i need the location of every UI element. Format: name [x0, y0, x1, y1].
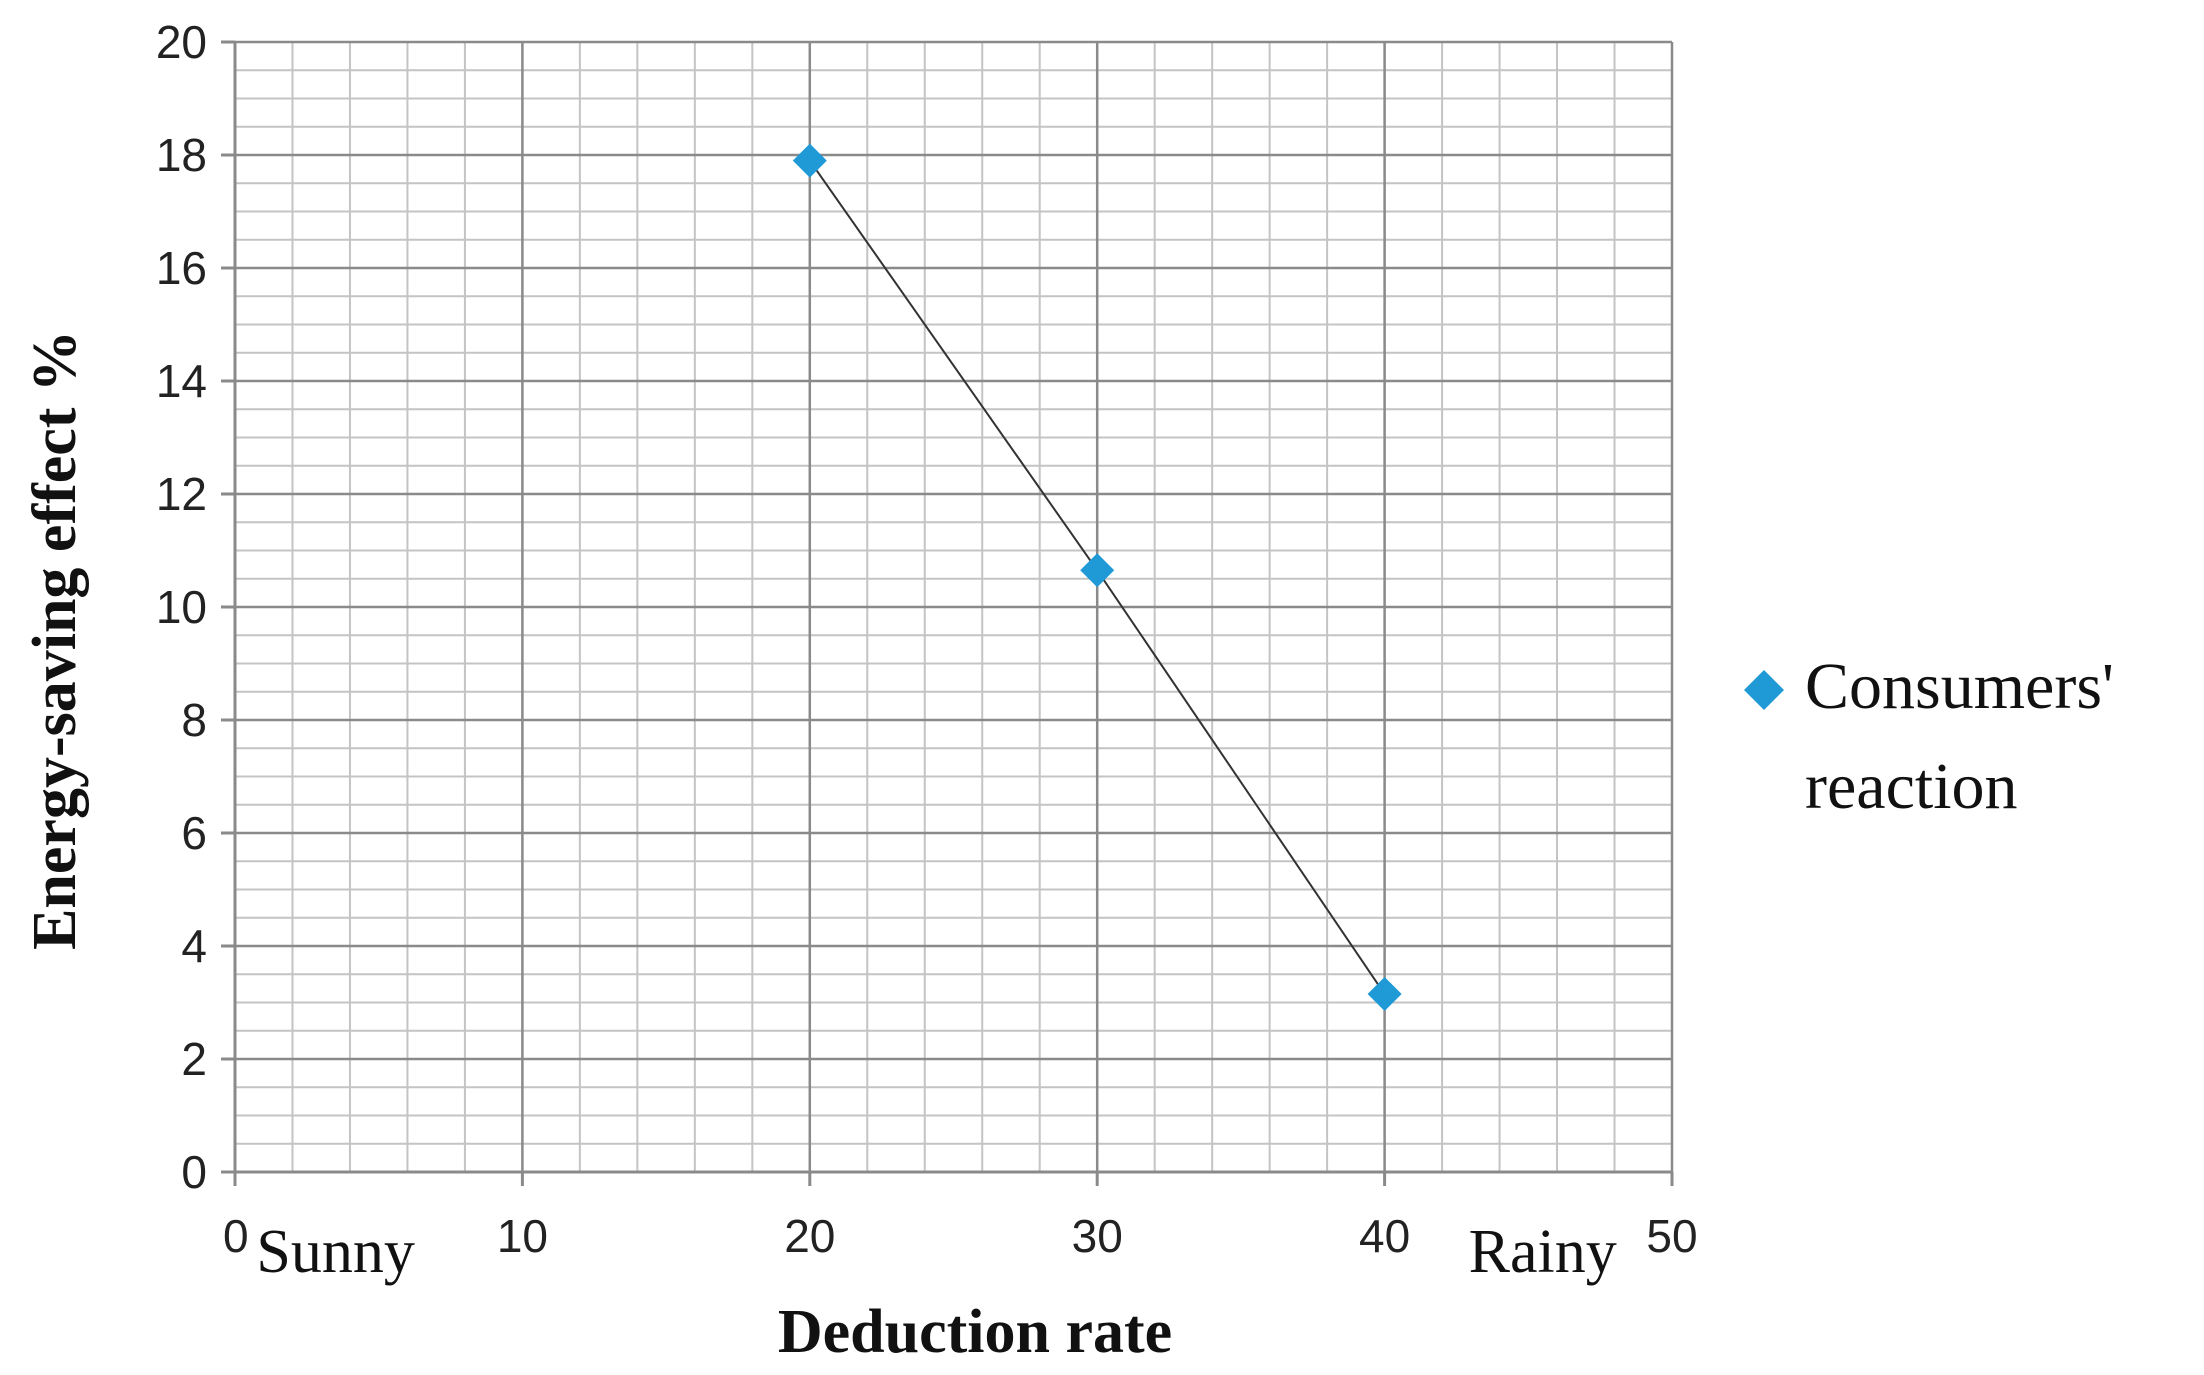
- x-tick-label: 0: [223, 1210, 249, 1262]
- legend-label-line-2: reaction: [1805, 750, 2018, 823]
- x-tick-label: 30: [1072, 1210, 1123, 1262]
- axes: [221, 40, 1674, 1186]
- x-tick-label: 40: [1359, 1210, 1410, 1262]
- x-tick-labels: 0 10 20 30 40 50: [223, 1210, 1698, 1262]
- legend-label-line-1: Consumers': [1805, 650, 2114, 723]
- data-point: [1367, 977, 1402, 1012]
- y-tick-label: 4: [181, 920, 207, 972]
- y-tick-label: 16: [156, 242, 207, 294]
- legend: Consumers' reaction: [1744, 650, 2114, 823]
- y-tick-label: 10: [156, 581, 207, 633]
- annotations: Sunny Rainy: [256, 1218, 1616, 1286]
- x-tick-label: 50: [1646, 1210, 1697, 1262]
- y-tick-label: 2: [181, 1033, 207, 1085]
- y-tick-label: 14: [156, 355, 207, 407]
- annotation-sunny: Sunny: [256, 1218, 414, 1286]
- y-axis-title: Energy-saving effect %: [21, 330, 89, 950]
- data-point: [792, 143, 827, 178]
- x-tick-label: 20: [784, 1210, 835, 1262]
- major-grid: [233, 40, 1674, 1174]
- y-tick-labels: 0 2 4 6 8 10 12 14 16 18 20: [156, 16, 207, 1198]
- x-axis-title: Deduction rate: [778, 1298, 1172, 1366]
- legend-marker-diamond-icon: [1744, 670, 1784, 710]
- series-layer: [792, 143, 1402, 1012]
- data-point: [1080, 553, 1115, 588]
- y-tick-label: 20: [156, 16, 207, 68]
- y-tick-label: 12: [156, 468, 207, 520]
- x-tick-label: 10: [497, 1210, 548, 1262]
- y-tick-label: 18: [156, 129, 207, 181]
- y-tick-label: 8: [181, 694, 207, 746]
- annotation-rainy: Rainy: [1469, 1218, 1617, 1286]
- y-tick-label: 0: [181, 1146, 207, 1198]
- y-tick-label: 6: [181, 807, 207, 859]
